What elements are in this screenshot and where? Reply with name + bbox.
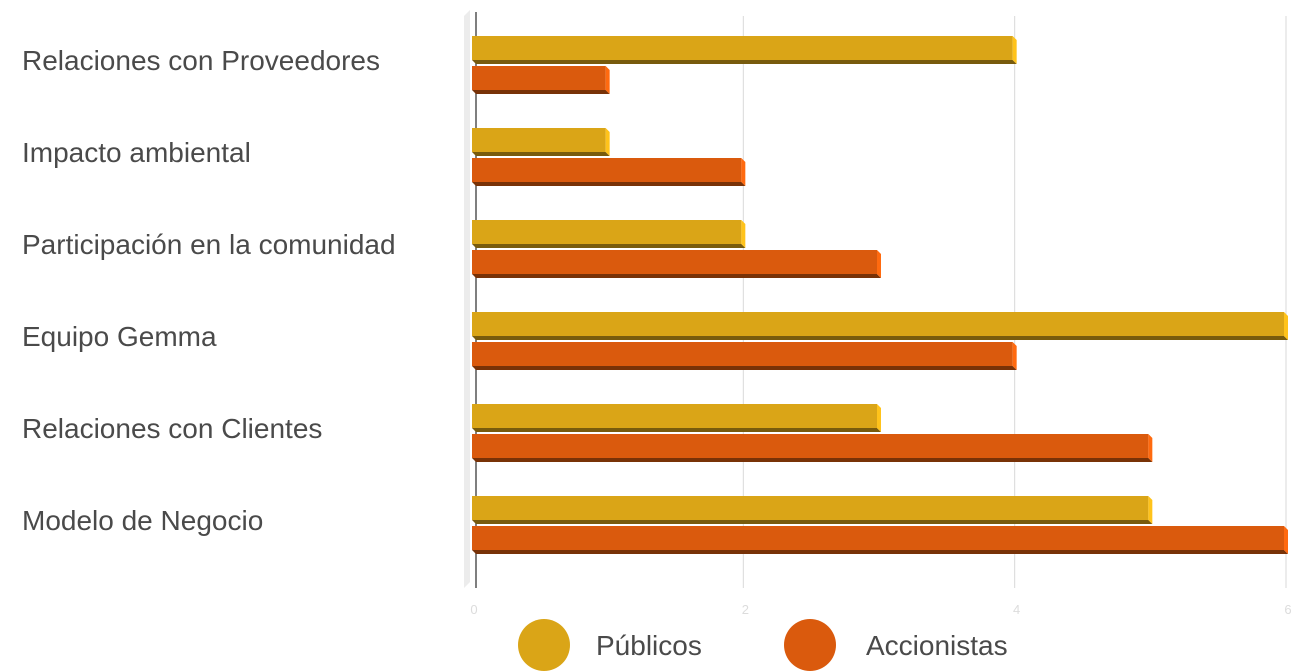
bar: [472, 404, 881, 432]
gridlines: [742, 16, 1287, 588]
bar: [472, 434, 1153, 462]
bar: [472, 496, 1153, 524]
category-label: Participación en la comunidad: [22, 229, 396, 260]
legend-swatch: [518, 619, 570, 671]
x-tick-label: 6: [1284, 602, 1291, 617]
bar: [472, 158, 746, 186]
bar: [472, 526, 1288, 554]
category-label: Modelo de Negocio: [22, 505, 263, 536]
bar: [472, 250, 881, 278]
y-axis-line: [464, 10, 477, 588]
bar: [472, 66, 610, 94]
x-tick-label: 0: [470, 602, 477, 617]
bar: [472, 36, 1017, 64]
category-labels: Relaciones con Proveedores Impacto ambien…: [22, 45, 396, 536]
category-label: Relaciones con Proveedores: [22, 45, 380, 76]
x-tick-label: 2: [742, 602, 749, 617]
bars-group: [472, 36, 1288, 554]
bar: [472, 312, 1288, 340]
bar: [472, 128, 610, 156]
bar: [472, 220, 746, 248]
legend: Públicos Accionistas: [518, 619, 1008, 671]
category-label: Equipo Gemma: [22, 321, 217, 352]
legend-label: Accionistas: [866, 630, 1008, 661]
category-label: Relaciones con Clientes: [22, 413, 322, 444]
x-tick-labels: 0 2 4 6: [470, 602, 1291, 617]
category-label: Impacto ambiental: [22, 137, 251, 168]
legend-swatch: [784, 619, 836, 671]
bar: [472, 342, 1017, 370]
legend-label: Públicos: [596, 630, 702, 661]
axis-wall: [464, 10, 470, 588]
x-tick-label: 4: [1013, 602, 1020, 617]
